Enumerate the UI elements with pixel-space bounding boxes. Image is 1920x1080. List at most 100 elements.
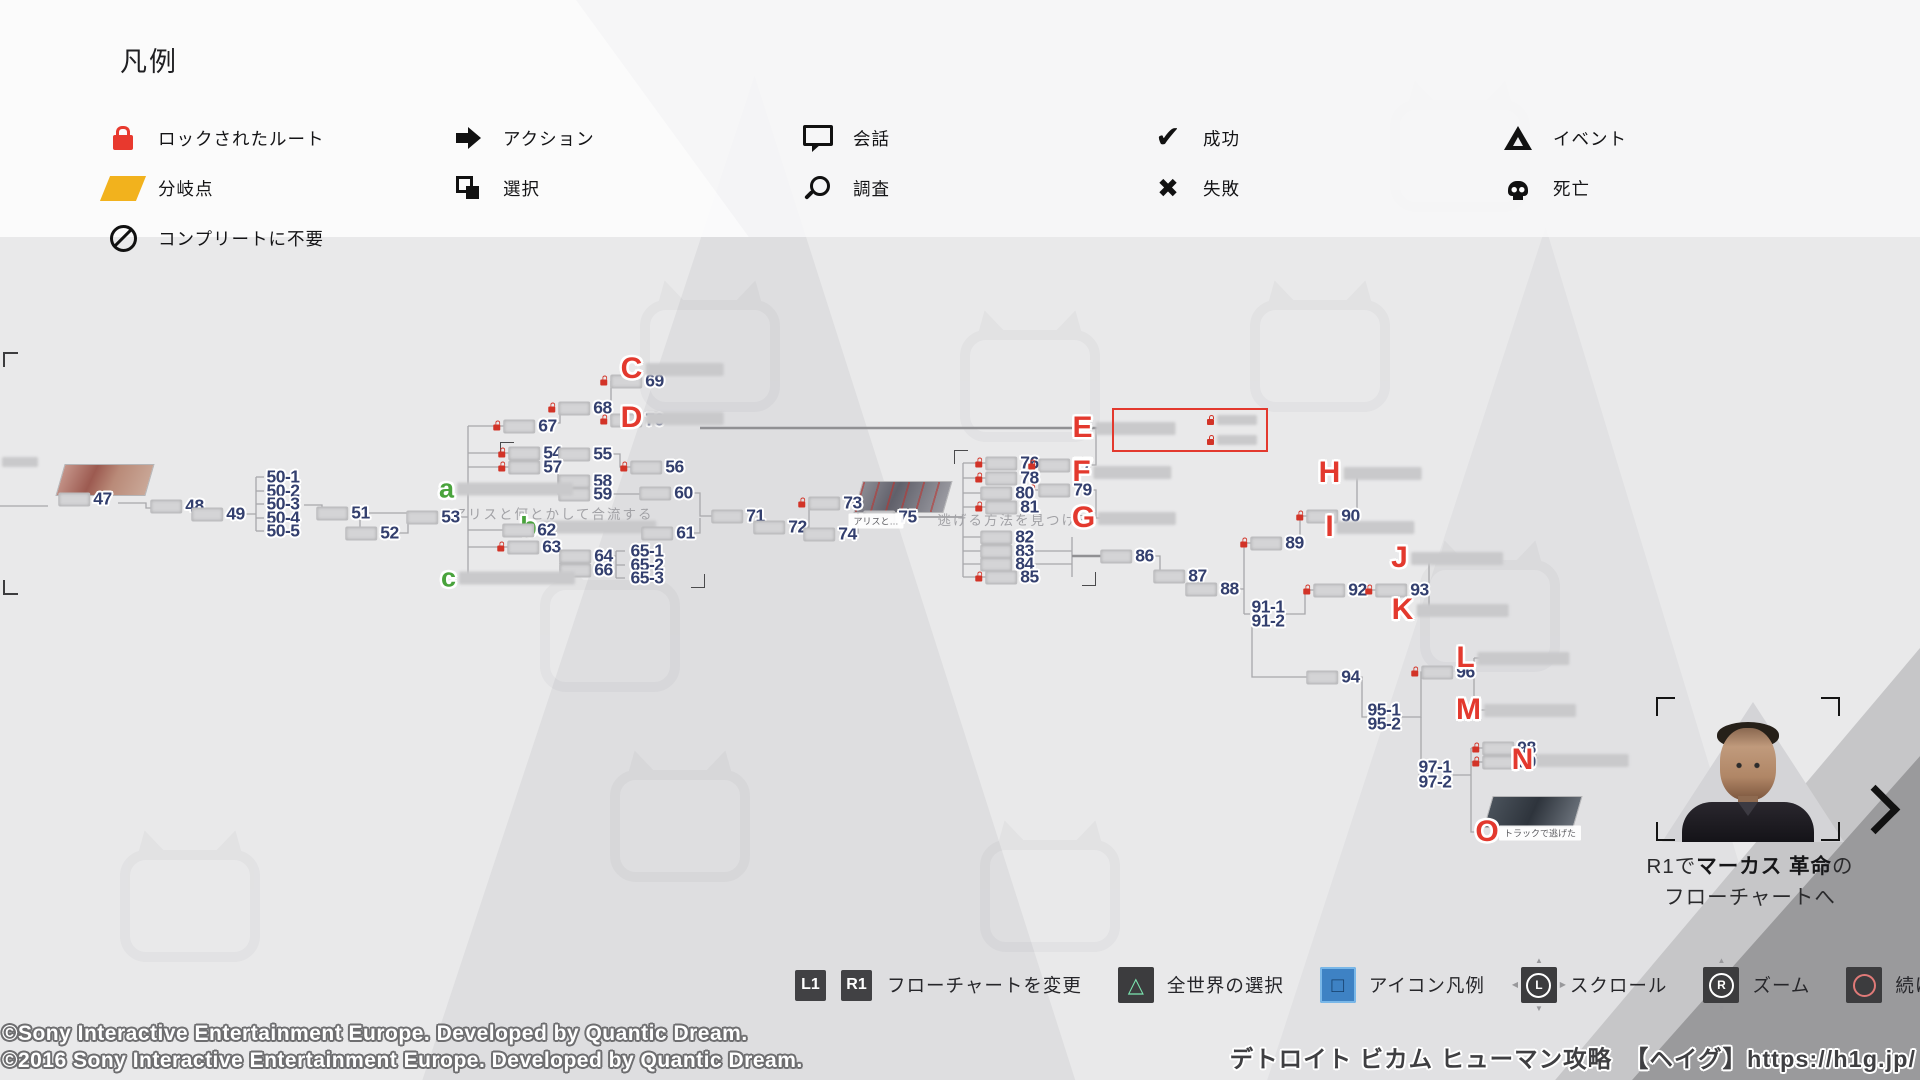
- control-zoom[interactable]: R ▲ ▼ ズーム: [1703, 957, 1810, 1013]
- flowchart-node-63[interactable]: 63: [497, 537, 561, 558]
- flowchart-node-O[interactable]: O: [1475, 817, 1498, 847]
- node-letter: c: [440, 562, 457, 593]
- flowchart-node-49[interactable]: 49: [191, 504, 245, 525]
- flowchart-node-97-2[interactable]: 97-2: [1418, 772, 1452, 793]
- flowchart-node-61[interactable]: 61: [641, 523, 695, 544]
- flowchart-node-82[interactable]: 82: [980, 527, 1034, 548]
- flowchart-node-M[interactable]: M: [1456, 695, 1576, 725]
- flowchart-node-F[interactable]: F: [1072, 457, 1172, 487]
- flowchart-node-80[interactable]: 80: [980, 483, 1034, 504]
- flowchart-node-52[interactable]: 52: [345, 523, 399, 544]
- flowchart-node-91-1[interactable]: 91-1: [1251, 597, 1285, 618]
- flowchart-node-D[interactable]: D: [621, 403, 724, 433]
- flowchart-node-91-2[interactable]: 91-2: [1251, 611, 1285, 632]
- flowchart-node-71[interactable]: 71: [711, 506, 765, 527]
- flowchart-node-62[interactable]: 62: [502, 520, 556, 541]
- flowchart-node-95-1[interactable]: 95-1: [1367, 700, 1401, 721]
- flowchart-node-85[interactable]: 85: [975, 567, 1039, 588]
- flowchart-node-68[interactable]: 68: [548, 398, 612, 419]
- flowchart-node-50-4[interactable]: 50-4: [266, 508, 300, 529]
- node-letter: I: [1325, 510, 1334, 543]
- flowchart-node-I[interactable]: I: [1325, 510, 1415, 543]
- node-box: [1482, 741, 1515, 755]
- flowchart-node-93[interactable]: 93: [1365, 580, 1429, 601]
- flowchart-node-78[interactable]: 78: [975, 468, 1039, 489]
- flowchart-node-C[interactable]: C: [621, 354, 724, 384]
- flowchart-node-57[interactable]: 57: [498, 457, 562, 478]
- flowchart-node-81[interactable]: 81: [975, 497, 1039, 518]
- flowchart-node-c[interactable]: c: [440, 562, 576, 593]
- flowchart-node-79[interactable]: 79: [1028, 479, 1092, 501]
- flowchart-node-50-2[interactable]: 50-2: [266, 481, 300, 502]
- triangle-button-icon[interactable]: △: [1117, 967, 1154, 1003]
- flowchart-node-74[interactable]: 74: [803, 524, 857, 545]
- flowchart-node-86[interactable]: 86: [1100, 546, 1154, 567]
- flowchart-node-E-sub1[interactable]: [1207, 414, 1257, 425]
- control-icon-legend[interactable]: □ アイコン凡例: [1319, 967, 1485, 1003]
- flowchart-node-98[interactable]: 98: [1472, 738, 1536, 759]
- flowchart-node-67[interactable]: 67: [493, 416, 557, 437]
- flowchart-node-77[interactable]: 77: [1028, 455, 1092, 476]
- left-stick-icon[interactable]: L ▲ ▼ ◀ ▶: [1511, 956, 1566, 1013]
- node-box: [610, 374, 643, 388]
- flowchart-node-N[interactable]: N: [1512, 745, 1629, 775]
- flowchart-node-H[interactable]: H: [1319, 458, 1422, 488]
- hidden-title-bar: [1098, 511, 1177, 525]
- flowchart-node-47[interactable]: 47: [58, 489, 112, 510]
- flowchart-node-88[interactable]: 88: [1185, 579, 1239, 600]
- flowchart-node-92[interactable]: 92: [1303, 580, 1367, 601]
- flowchart-node-56[interactable]: 56: [620, 457, 684, 478]
- flowchart-node-50-1[interactable]: 50-1: [266, 467, 300, 488]
- flowchart-node-54[interactable]: 54: [498, 443, 562, 464]
- legend-item-label: 成功: [1203, 128, 1240, 149]
- mini-lock-icon: [600, 414, 608, 425]
- flowchart-node-96[interactable]: 96: [1411, 662, 1475, 683]
- next-character-portrait[interactable]: [1662, 700, 1834, 842]
- square-button-icon[interactable]: □: [1319, 967, 1356, 1003]
- flowchart-node-50-5[interactable]: 50-5: [266, 521, 300, 542]
- flowchart-node-73[interactable]: 73: [798, 493, 862, 514]
- mini-lock-icon: [493, 420, 501, 431]
- control-continue[interactable]: 続ける: [1846, 967, 1920, 1003]
- flowchart-node-51[interactable]: 51: [316, 503, 370, 524]
- flowchart-node-64[interactable]: 64: [559, 546, 613, 567]
- r1-key[interactable]: R1: [841, 969, 872, 1001]
- flowchart-node-50-3[interactable]: 50-3: [266, 494, 300, 515]
- circle-button-icon[interactable]: [1846, 967, 1883, 1003]
- flowchart-node-58[interactable]: 58: [558, 471, 612, 492]
- l1-key[interactable]: L1: [795, 969, 826, 1001]
- flowchart-node-94[interactable]: 94: [1306, 667, 1360, 688]
- flowchart-node-K[interactable]: K: [1392, 595, 1509, 625]
- flowchart-node-97-1[interactable]: 97-1: [1418, 757, 1452, 778]
- flowchart-node-E[interactable]: E: [1072, 413, 1176, 443]
- node-box: [985, 500, 1018, 514]
- flowchart-node-69[interactable]: 69: [600, 371, 664, 392]
- flowchart-node-89[interactable]: 89: [1240, 533, 1304, 554]
- flowchart-node-72[interactable]: 72: [753, 517, 807, 538]
- flowchart-node-60[interactable]: 60: [639, 483, 693, 504]
- flowchart-node-99[interactable]: 99: [1472, 752, 1536, 773]
- flowchart-node-edge-left[interactable]: [2, 457, 38, 467]
- flowchart-node-55[interactable]: 55: [558, 444, 612, 465]
- control-scroll[interactable]: L ▲ ▼ ◀ ▶ スクロール: [1511, 956, 1668, 1013]
- flowchart-node-53[interactable]: 53: [406, 507, 460, 528]
- flowchart-node-95-2[interactable]: 95-2: [1367, 714, 1401, 735]
- selected-node-frame[interactable]: [1112, 408, 1268, 452]
- flowchart-node-83[interactable]: 83: [980, 541, 1034, 562]
- node-number: 79: [1073, 479, 1092, 500]
- flowchart-node-65-2[interactable]: 65-2: [630, 555, 664, 576]
- flowchart-node-L[interactable]: L: [1456, 643, 1570, 673]
- control-select-world[interactable]: △ 全世界の選択: [1117, 967, 1284, 1003]
- flowchart-node-a[interactable]: a: [439, 475, 574, 503]
- flowchart-node-87[interactable]: 87: [1153, 565, 1207, 587]
- node-box: [1153, 569, 1186, 583]
- control-change-flowchart[interactable]: L1 R1 フローチャートを変更: [795, 969, 1082, 1001]
- flowchart-node-65-1[interactable]: 65-1: [630, 541, 664, 562]
- right-stick-icon[interactable]: R ▲ ▼: [1703, 957, 1740, 1013]
- node-number: 87: [1188, 565, 1207, 586]
- flowchart-node-G[interactable]: G: [1072, 503, 1177, 533]
- flowchart-node-J[interactable]: J: [1391, 543, 1503, 573]
- flowchart-node-E-sub2[interactable]: [1207, 434, 1257, 445]
- flowchart-node-65-3[interactable]: 65-3: [630, 568, 664, 589]
